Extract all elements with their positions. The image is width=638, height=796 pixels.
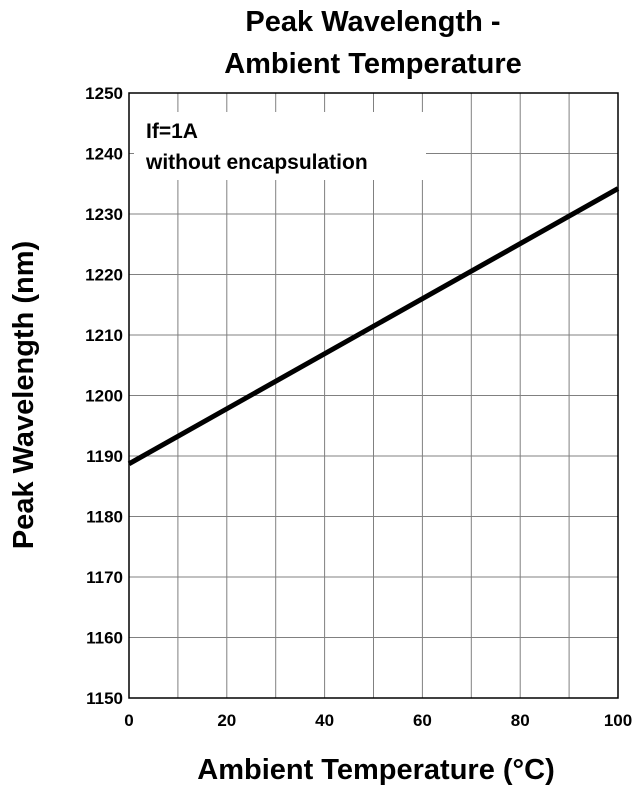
x-tick-label: 0 — [124, 711, 133, 730]
y-tick-label: 1180 — [86, 508, 123, 527]
grid — [129, 93, 618, 698]
x-tick-labels: 0 20 40 60 80 100 — [124, 711, 632, 730]
annotation-background — [134, 112, 426, 180]
y-tick-label: 1210 — [85, 326, 123, 345]
y-tick-label: 1200 — [85, 387, 123, 406]
x-tick-label: 40 — [315, 711, 334, 730]
y-tick-label: 1230 — [85, 205, 123, 224]
x-tick-label: 60 — [413, 711, 432, 730]
x-axis-title: Ambient Temperature (°C) — [197, 754, 555, 786]
series-line — [127, 186, 620, 467]
y-tick-labels: 1150 1160 1170 1180 1190 1200 1210 1220 1230 1240… — [85, 84, 123, 708]
x-tick-label: 80 — [511, 711, 530, 730]
chart-title-line-1: Peak Wavelength - — [245, 6, 500, 38]
y-tick-label: 1170 — [86, 568, 123, 587]
x-tick-label: 20 — [217, 711, 236, 730]
y-tick-label: 1190 — [86, 447, 123, 466]
y-tick-label: 1220 — [85, 266, 123, 285]
y-tick-label: 1150 — [86, 689, 123, 708]
series-group — [127, 186, 620, 467]
y-tick-label: 1160 — [86, 629, 123, 648]
y-tick-label: 1240 — [85, 145, 123, 164]
x-tick-label: 100 — [604, 711, 632, 730]
annotation-line-2: without encapsulation — [145, 151, 368, 174]
chart-title-line-2: Ambient Temperature — [224, 48, 522, 80]
annotation-line-1: If=1A — [146, 120, 198, 143]
plot-frame — [128, 92, 619, 699]
y-tick-label: 1250 — [85, 84, 123, 103]
y-axis-title: Peak Wavelength (nm) — [8, 241, 40, 549]
